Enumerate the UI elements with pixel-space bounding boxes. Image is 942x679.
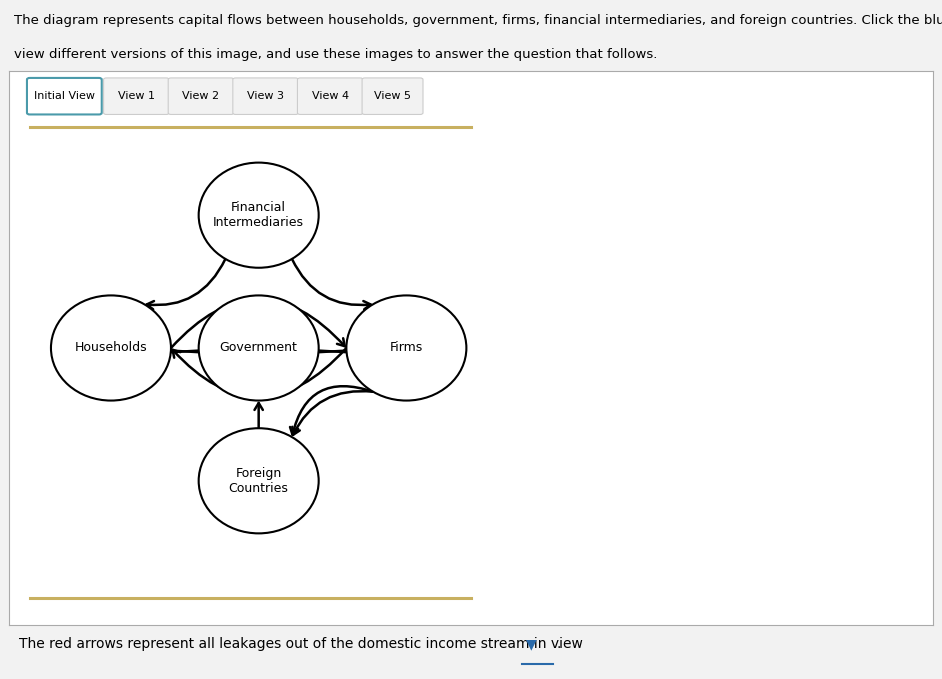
Ellipse shape xyxy=(347,295,466,401)
Text: View 3: View 3 xyxy=(247,91,284,101)
FancyArrowPatch shape xyxy=(292,259,370,310)
Ellipse shape xyxy=(199,295,318,401)
FancyArrowPatch shape xyxy=(254,403,263,428)
Text: View 1: View 1 xyxy=(118,91,154,101)
Text: .: . xyxy=(557,637,561,650)
FancyArrowPatch shape xyxy=(318,340,463,352)
Text: The diagram represents capital flows between households, government, firms, fina: The diagram represents capital flows bet… xyxy=(14,14,942,26)
FancyArrowPatch shape xyxy=(171,299,345,348)
Text: View 5: View 5 xyxy=(374,91,411,101)
Text: Foreign
Countries: Foreign Countries xyxy=(229,466,288,495)
FancyBboxPatch shape xyxy=(27,78,102,115)
Text: Government: Government xyxy=(219,342,298,354)
FancyArrowPatch shape xyxy=(147,259,225,310)
Ellipse shape xyxy=(199,162,318,268)
Ellipse shape xyxy=(199,428,318,534)
FancyArrowPatch shape xyxy=(202,340,347,352)
Text: Households: Households xyxy=(74,342,147,354)
Text: Initial View: Initial View xyxy=(34,91,95,101)
FancyArrowPatch shape xyxy=(292,391,373,435)
Text: ▼: ▼ xyxy=(527,638,537,652)
Text: view different versions of this image, and use these images to answer the questi: view different versions of this image, a… xyxy=(14,48,658,60)
FancyBboxPatch shape xyxy=(233,78,299,115)
FancyBboxPatch shape xyxy=(104,78,170,115)
FancyBboxPatch shape xyxy=(169,78,234,115)
FancyBboxPatch shape xyxy=(362,78,423,115)
FancyArrowPatch shape xyxy=(54,340,199,352)
Text: Financial
Intermediaries: Financial Intermediaries xyxy=(213,201,304,230)
Text: View 4: View 4 xyxy=(312,91,349,101)
Text: View 2: View 2 xyxy=(183,91,219,101)
Text: The red arrows represent all leakages out of the domestic income stream in view: The red arrows represent all leakages ou… xyxy=(19,637,582,650)
Ellipse shape xyxy=(51,295,171,401)
FancyArrowPatch shape xyxy=(171,340,317,352)
FancyArrowPatch shape xyxy=(290,386,373,435)
FancyArrowPatch shape xyxy=(172,348,347,397)
Text: Firms: Firms xyxy=(390,342,423,354)
FancyBboxPatch shape xyxy=(298,78,363,115)
